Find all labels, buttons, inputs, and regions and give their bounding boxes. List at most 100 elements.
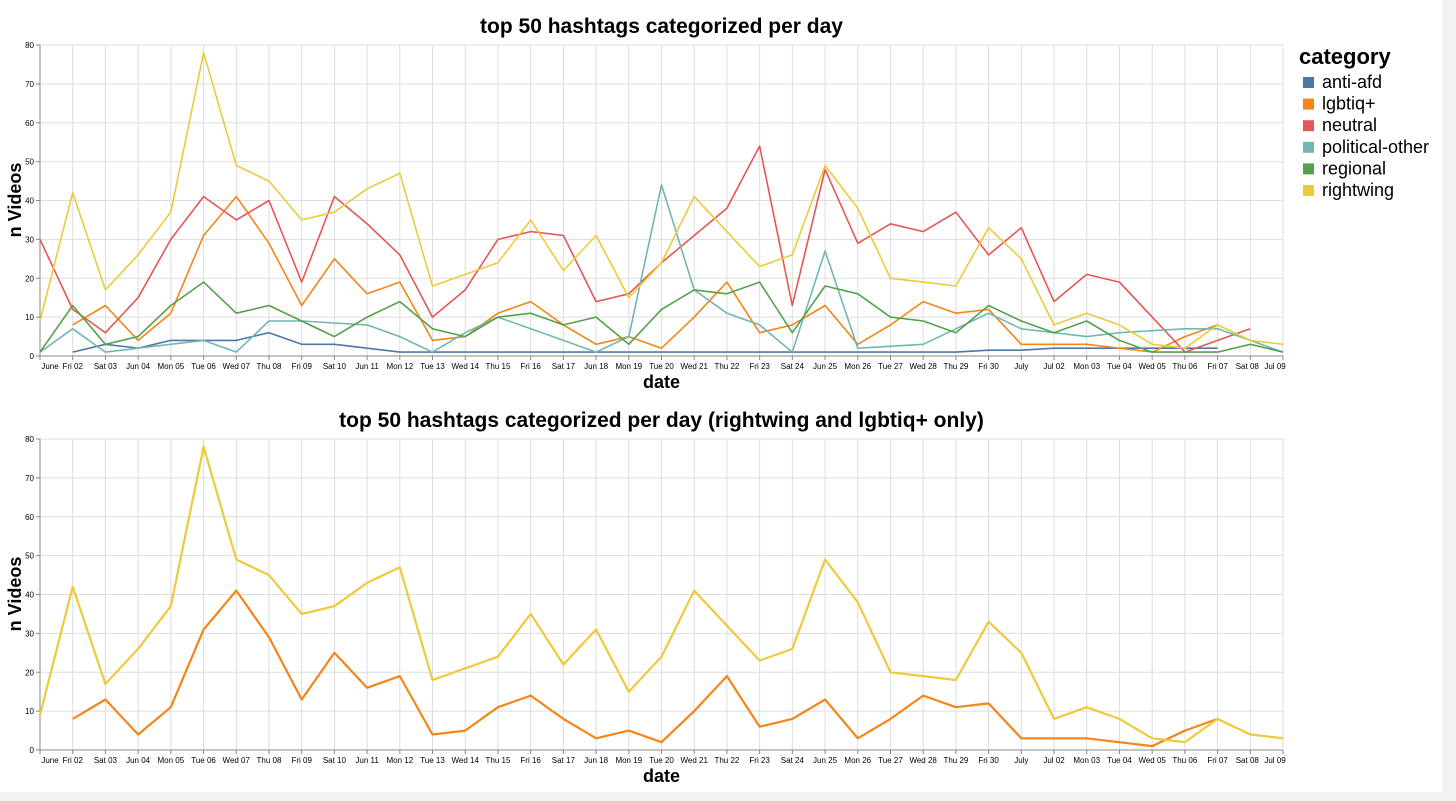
x-tick-label: Thu 22 — [714, 756, 739, 765]
chart-top: 0 10 20 30 40 50 60 70 80 June Fri 02 Sat 03 Jun 04 M… — [5, 15, 1286, 392]
x-tick-label: Tue 27 — [878, 756, 903, 765]
x-tick-label: Mon 26 — [844, 362, 871, 371]
x-tick-label: Sat 03 — [94, 362, 118, 371]
x-tick-label: Thu 29 — [943, 362, 968, 371]
x-tick-label: Jun 04 — [126, 756, 151, 765]
x-tick-label: Thu 15 — [485, 362, 510, 371]
y-tick-label: 80 — [25, 41, 34, 50]
x-tick-label: Mon 26 — [844, 756, 871, 765]
x-tick-label: Wed 21 — [680, 362, 708, 371]
x-tick-label: Thu 06 — [1172, 756, 1197, 765]
series-line-lgbtiq — [72, 589, 1218, 748]
y-tick-label: 40 — [25, 591, 34, 600]
legend-item: rightwing — [1303, 180, 1394, 200]
x-tick-label: Wed 05 — [1138, 362, 1166, 371]
x-tick-label: Fri 16 — [520, 756, 541, 765]
y-tick-label: 40 — [25, 197, 34, 206]
x-tick-label: Wed 14 — [452, 362, 480, 371]
x-tick-label: Fri 23 — [749, 756, 770, 765]
x-tick-label: Mon 12 — [386, 362, 413, 371]
x-tick-label: Tue 04 — [1107, 756, 1132, 765]
series-line-anti-afd — [72, 331, 1218, 353]
y-tick-label: 20 — [25, 668, 34, 677]
legend: category anti-afdlgbtiq+neutralpolitical… — [1299, 44, 1429, 200]
x-tick-label: Fri 09 — [291, 362, 312, 371]
x-tick-label: Sat 08 — [1236, 362, 1260, 371]
x-tick-label: Jun 04 — [126, 362, 151, 371]
x-tick-label: Jul 09 — [1264, 362, 1286, 371]
legend-item: anti-afd — [1303, 72, 1382, 92]
y-axis-title: n Videos — [5, 163, 25, 238]
x-tick-label: Fri 07 — [1207, 362, 1228, 371]
x-tick-label: Wed 21 — [680, 756, 708, 765]
legend-title: category — [1299, 44, 1391, 69]
legend-swatch — [1303, 141, 1314, 153]
legend-swatch — [1303, 163, 1314, 175]
grid — [39, 438, 1284, 751]
x-tick-label: Tue 20 — [649, 756, 674, 765]
x-tick-label: Wed 28 — [909, 756, 937, 765]
x-tick-label: Tue 13 — [420, 362, 445, 371]
y-tick-label: 20 — [25, 274, 34, 283]
x-tick-label: Sat 08 — [1236, 756, 1260, 765]
x-tick-label: Mon 05 — [157, 756, 184, 765]
series-line-rightwing — [39, 52, 1284, 349]
x-tick-label: Jul 02 — [1043, 756, 1065, 765]
legend-swatch — [1303, 98, 1314, 110]
legend-item: regional — [1303, 158, 1386, 178]
x-tick-label: Wed 07 — [223, 756, 251, 765]
x-tick-label: Thu 08 — [257, 756, 282, 765]
x-tick-label: Jul 02 — [1043, 362, 1065, 371]
x-tick-label: Jun 18 — [584, 756, 609, 765]
x-tick-label: Wed 28 — [909, 362, 937, 371]
chart-title: top 50 hashtags categorized per day (rig… — [339, 409, 984, 432]
legend-label: neutral — [1322, 115, 1377, 135]
legend-swatch — [1303, 185, 1314, 196]
x-tick-label: Jun 11 — [355, 362, 379, 371]
x-tick-label: Sat 24 — [781, 362, 805, 371]
y-tick-label: 60 — [25, 513, 34, 522]
page-canvas: 0 10 20 30 40 50 60 70 80 June Fri 02 Sat 03 Jun 04 M… — [0, 0, 1442, 792]
x-axis-title: date — [643, 766, 680, 786]
legend-swatch — [1303, 77, 1314, 88]
y-axis-title: n Videos — [5, 557, 25, 632]
x-tick-label: Fri 30 — [978, 756, 999, 765]
x-tick-label: Jul 09 — [1264, 756, 1286, 765]
y-tick-label: 0 — [30, 352, 35, 361]
x-tick-label: Thu 08 — [257, 362, 282, 371]
x-tick-label: Mon 19 — [615, 756, 642, 765]
x-tick-label: Jun 18 — [584, 362, 609, 371]
x-tick-label: Wed 05 — [1138, 756, 1166, 765]
x-tick-label: Wed 14 — [452, 756, 480, 765]
x-tick-label: Thu 29 — [943, 756, 968, 765]
x-tick-label: Mon 03 — [1073, 362, 1100, 371]
y-tick-label: 60 — [25, 119, 34, 128]
x-tick-label: Fri 16 — [520, 362, 541, 371]
y-tick-label: 70 — [25, 80, 34, 89]
series-line-neutral — [39, 145, 1251, 353]
x-tick-label: Mon 12 — [386, 756, 413, 765]
x-tick-label: Thu 15 — [485, 756, 510, 765]
x-tick-label: Mon 03 — [1073, 756, 1100, 765]
legend-swatch — [1303, 120, 1314, 132]
x-tick-label: Tue 06 — [191, 756, 216, 765]
x-tick-label: Sat 10 — [323, 362, 347, 371]
series-line-lgbtiq — [72, 195, 1218, 353]
series-line-political-other — [39, 184, 1284, 353]
y-tick-label: 0 — [30, 746, 35, 755]
x-tick-label: Tue 04 — [1107, 362, 1132, 371]
x-tick-label: Sat 24 — [781, 756, 805, 765]
x-tick-label: Thu 06 — [1172, 362, 1197, 371]
x-tick-label: Jun 25 — [813, 756, 838, 765]
y-tick-label: 30 — [25, 629, 34, 638]
y-tick-label: 10 — [25, 707, 34, 716]
x-tick-label: Fri 07 — [1207, 756, 1228, 765]
y-tick-label: 30 — [25, 235, 34, 244]
x-tick-label: Mon 05 — [157, 362, 184, 371]
x-tick-label: Mon 19 — [615, 362, 642, 371]
legend-item: neutral — [1303, 115, 1377, 135]
legend-label: anti-afd — [1322, 72, 1382, 92]
x-tick-label: Sat 10 — [323, 756, 347, 765]
x-axis-title: date — [643, 372, 680, 392]
